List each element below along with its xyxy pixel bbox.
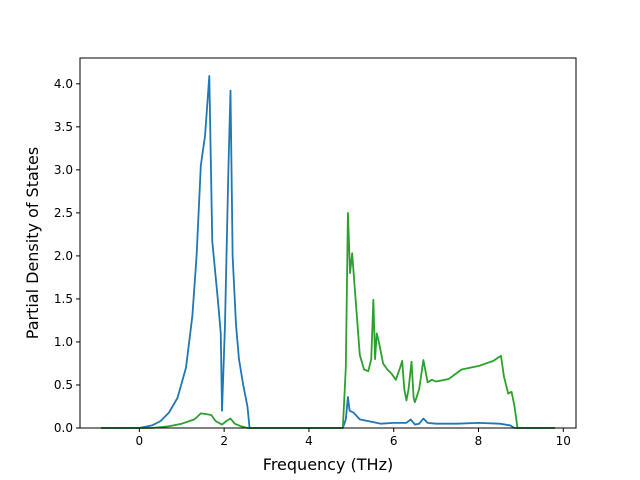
x-tick-label: 0: [136, 434, 144, 448]
series-line-1: [101, 211, 555, 429]
series-layer: [101, 75, 555, 429]
y-tick-label: 2.0: [54, 249, 73, 263]
plot-area: [80, 58, 576, 428]
y-axis-label: Partial Density of States: [23, 147, 42, 339]
y-tick-label: 0.0: [54, 421, 73, 435]
y-tick-label: 4.0: [54, 77, 73, 91]
x-tick-label: 2: [220, 434, 228, 448]
y-tick-label: 1.5: [54, 292, 73, 306]
y-tick-label: 0.5: [54, 378, 73, 392]
x-tick-label: 6: [390, 434, 398, 448]
y-tick-label: 3.5: [54, 120, 73, 134]
x-tick-label: 10: [556, 434, 571, 448]
series-line-0: [101, 75, 555, 429]
plot-frame: [79, 57, 577, 429]
x-axis-label: Frequency (THz): [263, 455, 393, 474]
x-ticks: 0 2 4 6 8 10: [136, 428, 571, 448]
x-tick-label: 4: [305, 434, 313, 448]
y-tick-label: 1.0: [54, 335, 73, 349]
y-tick-label: 3.0: [54, 163, 73, 177]
y-ticks: 0.0 0.5 1.0 1.5 2.0 2.5 3.0 3.5 4.0: [54, 77, 80, 435]
x-tick-label: 8: [475, 434, 483, 448]
y-tick-label: 2.5: [54, 206, 73, 220]
